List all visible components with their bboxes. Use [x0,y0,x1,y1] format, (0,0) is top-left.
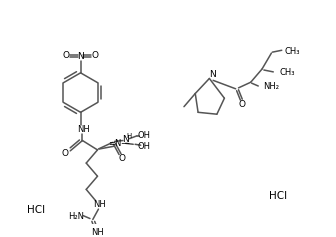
Text: O: O [239,100,246,109]
Text: O: O [63,51,70,60]
Text: HCl: HCl [269,191,287,201]
Text: O: O [118,154,125,163]
Text: NH: NH [93,200,106,209]
Text: N: N [209,70,216,79]
Text: CH₃: CH₃ [280,68,295,77]
Text: H: H [127,133,132,139]
Text: O: O [61,149,68,158]
Text: OH: OH [138,142,151,151]
Text: NH₂: NH₂ [263,82,279,91]
Text: O: O [91,51,98,60]
Text: CH₃: CH₃ [285,47,300,56]
Text: NH: NH [91,228,104,237]
Text: =N—: =N— [108,139,130,148]
Text: NH: NH [77,125,90,134]
Text: H₂N: H₂N [68,212,84,221]
Text: N: N [122,135,129,144]
Text: N: N [77,52,84,61]
Text: HCl: HCl [27,205,45,215]
Text: OH: OH [138,131,151,140]
